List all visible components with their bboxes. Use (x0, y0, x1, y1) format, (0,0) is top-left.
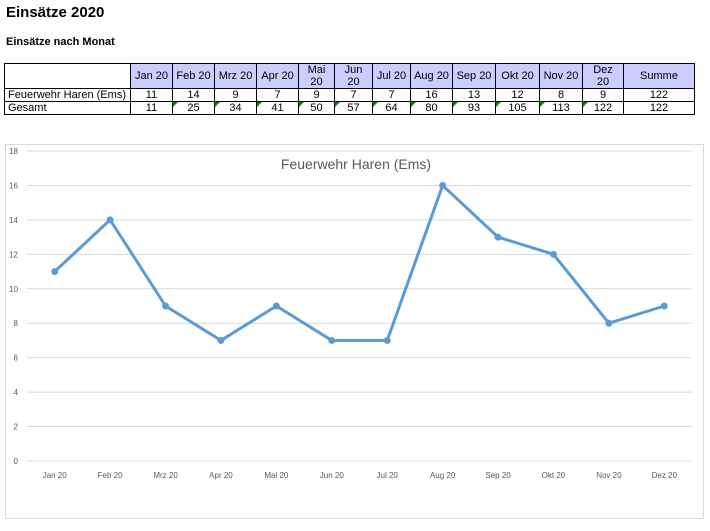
table-row-label: Feuerwehr Haren (Ems) (4, 88, 131, 102)
data-point (383, 336, 391, 344)
table-header-cell: Jan 20 (130, 63, 173, 89)
table-cell: 105 (495, 101, 540, 115)
y-tick-label: 18 (9, 147, 18, 156)
table-cell: 7 (256, 88, 299, 102)
data-point (549, 250, 557, 258)
chart-series (51, 181, 668, 344)
data-point (162, 302, 170, 310)
x-tick-label: Mai 20 (264, 471, 289, 480)
x-tick-label: Nov 20 (596, 471, 622, 480)
table-row: Gesamt 11 25 34 41 50 57 64 80 93 105 11… (4, 101, 695, 115)
table-cell: 7 (372, 88, 411, 102)
x-tick-label: Apr 20 (209, 471, 233, 480)
table-header-cell: Apr 20 (256, 63, 299, 89)
data-point (51, 268, 59, 276)
line-chart: Feuerwehr Haren (Ems) 0 2 4 6 8 10 12 14 16 18 Ja… (9, 147, 692, 480)
table-cell: 8 (539, 88, 583, 102)
y-tick-label: 10 (9, 285, 18, 294)
y-tick-label: 16 (9, 181, 18, 190)
data-point (605, 319, 613, 327)
table-cell-sum: 122 (623, 101, 695, 115)
table-cell: 11 (130, 88, 173, 102)
x-tick-label: Mrz 20 (153, 471, 178, 480)
table-cell: 14 (172, 88, 215, 102)
table-header-cell: Okt 20 (495, 63, 540, 89)
data-point (106, 216, 114, 224)
table-header-cell: Aug 20 (410, 63, 453, 89)
series-line (53, 183, 666, 342)
table-header-cell: Feb 20 (172, 63, 215, 89)
table-row-label: Gesamt (4, 101, 131, 115)
table-header-cell: Mai 20 (298, 63, 335, 89)
x-tick-label: Aug 20 (430, 471, 456, 480)
x-axis: Jan 20 Feb 20 Mrz 20 Apr 20 Mai 20 Jun 20 Jul … (43, 471, 678, 480)
table-header-cell: Sep 20 (452, 63, 496, 89)
table-cell: 113 (539, 101, 583, 115)
data-table: Jan 20 Feb 20 Mrz 20 Apr 20 Mai 20 Jun 2… (4, 63, 695, 115)
table-cell: 11 (130, 101, 173, 115)
table-cell: 16 (410, 88, 453, 102)
table-cell: 41 (256, 101, 299, 115)
y-tick-label: 4 (14, 388, 19, 397)
y-axis: 0 2 4 6 8 10 12 14 16 18 (9, 147, 18, 466)
data-point (217, 336, 225, 344)
table-header-cell: Summe (623, 63, 695, 89)
table-cell: 57 (334, 101, 373, 115)
table-cell: 9 (582, 88, 624, 102)
table-cell-sum: 122 (623, 88, 695, 102)
table-cell: 93 (452, 101, 496, 115)
table-cell: 9 (214, 88, 257, 102)
x-tick-label: Jul 20 (377, 471, 399, 480)
x-tick-label: Okt 20 (542, 471, 566, 480)
table-header-cell: Jul 20 (372, 63, 411, 89)
table-cell: 12 (495, 88, 540, 102)
page-title: Einsätze 2020 (6, 4, 105, 21)
y-tick-label: 2 (14, 423, 19, 432)
chart-title: Feuerwehr Haren (Ems) (281, 156, 431, 172)
table-cell: 34 (214, 101, 257, 115)
table-row: Feuerwehr Haren (Ems) 11 14 9 7 9 7 7 16… (4, 88, 695, 102)
x-tick-label: Sep 20 (485, 471, 511, 480)
x-tick-label: Feb 20 (98, 471, 123, 480)
table-header-cell: Dez 20 (582, 63, 624, 89)
table-cell: 80 (410, 101, 453, 115)
table-header-cell: Jun 20 (334, 63, 373, 89)
table-header-cell: Mrz 20 (214, 63, 257, 89)
x-tick-label: Jan 20 (43, 471, 68, 480)
table-cell: 122 (582, 101, 624, 115)
chart-grid (27, 150, 692, 462)
table-cell: 9 (298, 88, 335, 102)
page-subtitle: Einsätze nach Monat (6, 36, 115, 48)
chart-area: Feuerwehr Haren (Ems) 0 2 4 6 8 10 12 14 16 18 Ja… (5, 144, 704, 519)
y-tick-label: 8 (14, 319, 19, 328)
data-point (660, 302, 668, 310)
y-tick-label: 0 (14, 457, 19, 466)
table-header-cell: Nov 20 (539, 63, 583, 89)
y-tick-label: 6 (14, 354, 19, 363)
table-header-row: Jan 20 Feb 20 Mrz 20 Apr 20 Mai 20 Jun 2… (4, 63, 695, 89)
data-point (494, 233, 502, 241)
y-tick-label: 12 (9, 250, 18, 259)
data-point (439, 181, 447, 189)
table-cell: 25 (172, 101, 215, 115)
table-cell: 7 (334, 88, 373, 102)
table-cell: 13 (452, 88, 496, 102)
table-cell: 64 (372, 101, 411, 115)
data-point (328, 336, 336, 344)
table-corner-cell (4, 63, 131, 89)
x-tick-label: Dez 20 (652, 471, 678, 480)
y-tick-label: 14 (9, 216, 18, 225)
x-tick-label: Jun 20 (320, 471, 345, 480)
data-point (272, 302, 280, 310)
table-cell: 50 (298, 101, 335, 115)
